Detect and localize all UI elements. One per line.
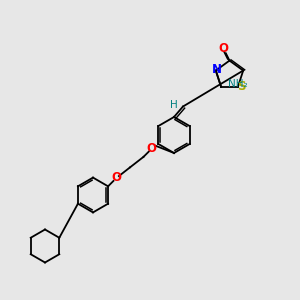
Text: O: O bbox=[112, 171, 122, 184]
Text: N: N bbox=[212, 63, 222, 76]
Text: O: O bbox=[147, 142, 157, 155]
Text: H: H bbox=[170, 100, 178, 110]
Text: NH₂: NH₂ bbox=[228, 79, 247, 88]
Text: S: S bbox=[237, 80, 245, 93]
Text: O: O bbox=[218, 41, 229, 55]
